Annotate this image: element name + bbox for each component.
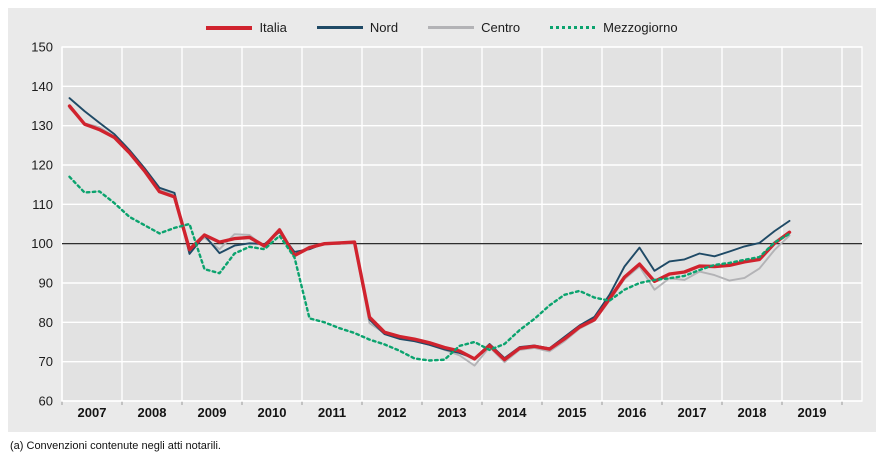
x-axis-label: 2007 bbox=[78, 405, 107, 420]
x-axis-label: 2017 bbox=[678, 405, 707, 420]
legend-swatch-centro bbox=[428, 26, 475, 29]
x-axis-label: 2011 bbox=[318, 405, 346, 420]
y-axis-label: 130 bbox=[31, 118, 53, 133]
legend-label-nord: Nord bbox=[369, 20, 399, 35]
x-axis-label: 2015 bbox=[558, 405, 587, 420]
x-axis-label: 2016 bbox=[618, 405, 647, 420]
legend-swatch-mezzogiorno bbox=[550, 26, 597, 29]
plot-area bbox=[62, 47, 862, 401]
x-axis-label: 2014 bbox=[498, 405, 528, 420]
y-axis-label: 110 bbox=[32, 197, 53, 212]
footnote: (a) Convenzioni contenute negli atti not… bbox=[10, 440, 221, 452]
legend-swatch-italia bbox=[206, 25, 253, 30]
x-axis-label: 2013 bbox=[438, 405, 467, 420]
x-axis-label: 2019 bbox=[798, 405, 827, 420]
y-axis-label: 60 bbox=[39, 394, 53, 409]
y-axis-label: 80 bbox=[39, 315, 53, 330]
x-axis-label: 2012 bbox=[378, 405, 407, 420]
legend-item-italia: Italia bbox=[206, 20, 287, 35]
legend-item-mezzogiorno: Mezzogiorno bbox=[550, 20, 678, 35]
legend-label-italia: Italia bbox=[259, 20, 287, 35]
x-axis-label: 2009 bbox=[198, 405, 227, 420]
y-axis-label: 150 bbox=[31, 40, 53, 55]
y-axis-label: 90 bbox=[39, 276, 53, 291]
series-mezzogiorno bbox=[68, 175, 791, 362]
y-axis-label: 120 bbox=[31, 158, 53, 173]
x-axis-label: 2008 bbox=[138, 405, 167, 420]
y-axis-label: 140 bbox=[31, 79, 53, 94]
series-italia bbox=[67, 104, 792, 362]
legend-label-mezzogiorno: Mezzogiorno bbox=[603, 20, 678, 35]
x-axis-label: 2018 bbox=[738, 405, 767, 420]
x-axis-label: 2010 bbox=[258, 405, 287, 420]
series-nord bbox=[68, 97, 791, 360]
plot-border bbox=[61, 46, 863, 402]
legend-item-nord: Nord bbox=[316, 20, 399, 35]
legend-item-centro: Centro bbox=[428, 21, 520, 34]
legend: Italia Nord Centro Mezzogiorno bbox=[0, 21, 884, 34]
y-axis-label: 100 bbox=[31, 236, 53, 251]
y-axis-label: 70 bbox=[39, 354, 53, 369]
legend-swatch-nord bbox=[316, 26, 363, 29]
legend-label-centro: Centro bbox=[481, 20, 521, 35]
